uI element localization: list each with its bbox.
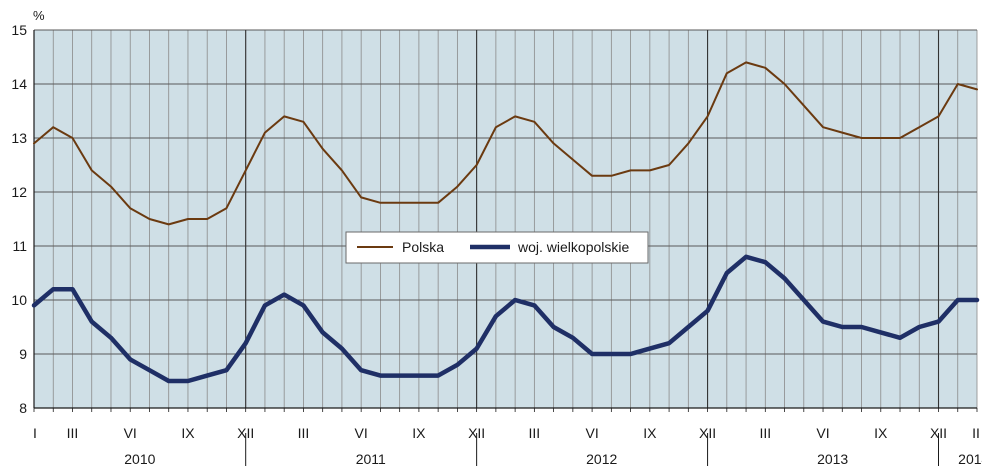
y-tick-label: 8	[19, 400, 27, 416]
legend: Polska woj. wielkopolskie	[345, 231, 649, 264]
x-tick-label: IX	[181, 425, 195, 441]
plot-area	[34, 30, 977, 408]
x-tick-label: I	[33, 425, 37, 441]
year-label: 2013	[817, 451, 848, 467]
y-tick-label: 9	[19, 346, 27, 362]
legend-label-wielkopolskie: woj. wielkopolskie	[517, 239, 629, 255]
x-tick-label: III	[759, 425, 771, 441]
y-tick-label: 14	[11, 76, 27, 92]
x-tick-label: XII	[468, 425, 485, 441]
x-tick-label: III	[529, 425, 541, 441]
legend-label-polska: Polska	[402, 239, 444, 255]
x-tick-label: VI	[124, 425, 137, 441]
year-label: 2010	[124, 451, 155, 467]
x-tick-label: IX	[874, 425, 888, 441]
series-line-0	[33, 61, 978, 226]
year-label: 2014	[958, 451, 982, 467]
x-tick-label: IX	[412, 425, 426, 441]
year-labels: 2010 2011 2012 2013 2014	[124, 451, 982, 467]
y-tick-label: 15	[11, 22, 27, 38]
series-line-1	[31, 254, 980, 384]
x-tick-label: II	[972, 425, 980, 441]
y-tick-label: 11	[12, 238, 27, 254]
y-tick-label: 13	[11, 130, 27, 146]
x-tick-label: VI	[355, 425, 368, 441]
y-axis-unit-label: %	[33, 8, 45, 23]
x-tick-label: XII	[237, 425, 254, 441]
x-tick-label: XII	[699, 425, 716, 441]
x-tick-label: XII	[930, 425, 947, 441]
x-tick-label: IX	[643, 425, 657, 441]
x-tick-label: VI	[585, 425, 598, 441]
year-label: 2011	[356, 451, 386, 467]
y-tick-label: 12	[11, 184, 27, 200]
axes	[33, 30, 978, 466]
x-tick-labels: I III VI IX XII III VI IX XII III VI IX XII III VI IX XI…	[33, 425, 980, 441]
series-lines	[31, 61, 980, 384]
y-tick-label: 10	[11, 292, 27, 308]
year-label: 2012	[586, 451, 617, 467]
x-tick-label: III	[67, 425, 79, 441]
x-tick-label: VI	[816, 425, 829, 441]
y-tick-labels: 8 9 10 11 12 13 14 15	[11, 22, 27, 416]
x-tick-label: III	[298, 425, 310, 441]
